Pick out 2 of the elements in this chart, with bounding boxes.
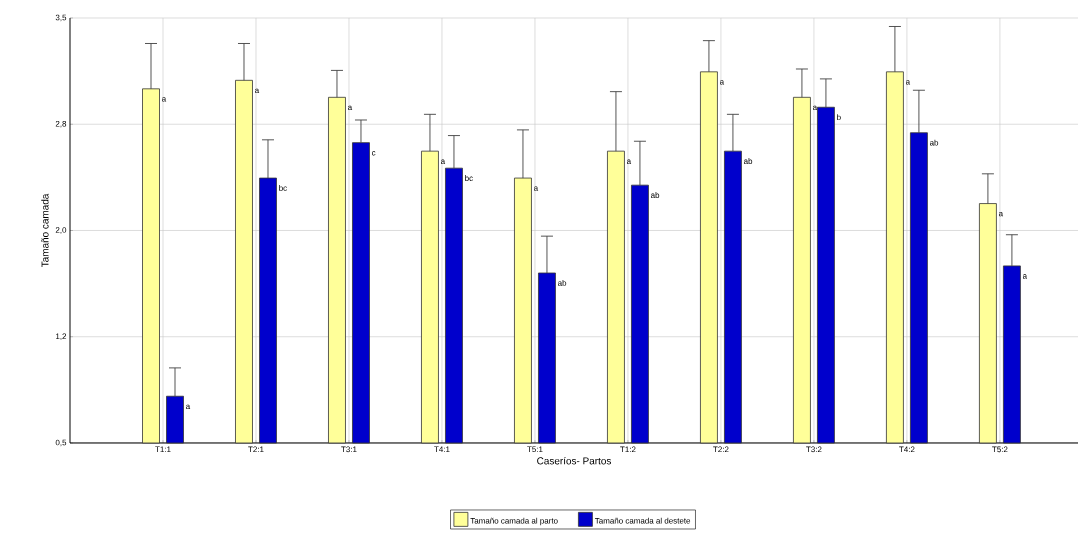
y-axis-title: Tamaño camada: [41, 193, 49, 268]
x-axis-title: Caseríos- Partos: [537, 456, 612, 465]
